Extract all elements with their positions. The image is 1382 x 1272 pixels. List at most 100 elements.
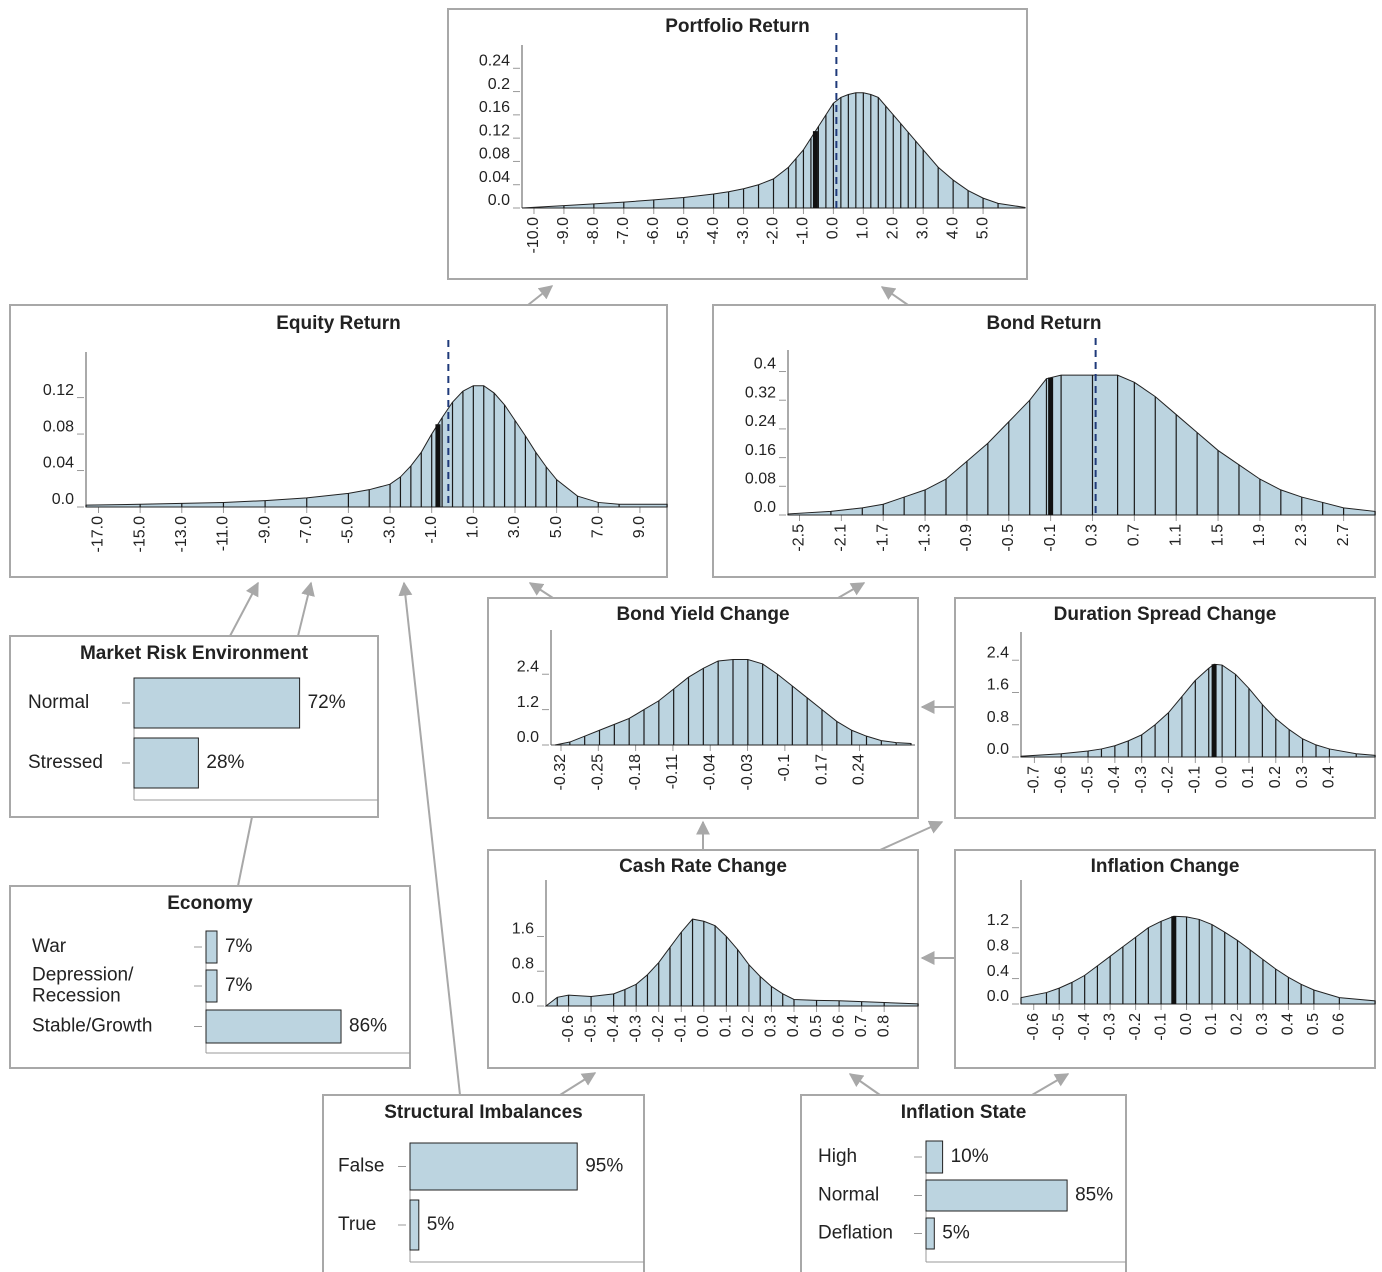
bar bbox=[133, 677, 301, 729]
category-label: Deflation bbox=[818, 1223, 893, 1244]
x-tick-label: 1.5 bbox=[1209, 524, 1226, 546]
x-tick-label: 9.0 bbox=[631, 516, 648, 538]
x-tick-label: -0.25 bbox=[590, 754, 607, 791]
bar bbox=[925, 1179, 1068, 1212]
category-label: True bbox=[338, 1214, 376, 1235]
arrow bbox=[848, 1073, 881, 1096]
bar bbox=[409, 1199, 420, 1251]
x-tick-label: 2.7 bbox=[1335, 524, 1352, 546]
y-tick-label: 2.4 bbox=[987, 644, 1009, 661]
link bbox=[237, 816, 253, 887]
x-tick-label: -0.4 bbox=[1076, 1013, 1093, 1041]
y-tick-label: 0.32 bbox=[745, 384, 776, 401]
x-tick-label: 0.3 bbox=[763, 1015, 780, 1037]
x-tick-label: -7.0 bbox=[298, 516, 315, 544]
x-tick-label: -0.32 bbox=[552, 754, 569, 791]
x-tick-label: -1.0 bbox=[423, 516, 440, 544]
density-area bbox=[521, 92, 1026, 209]
node-area: Inflation Change 0.0 0.4 0.8 1.2 -0.6 -0.5 -0.4… bbox=[954, 849, 1376, 1069]
x-tick-label: 5.0 bbox=[548, 516, 565, 538]
x-tick-label: 0.0 bbox=[1213, 766, 1230, 788]
x-tick-label: 0.2 bbox=[1229, 1013, 1246, 1035]
x-tick-label: -0.5 bbox=[582, 1015, 599, 1043]
x-tick-label: 2.0 bbox=[884, 217, 901, 239]
node-title: Equity Return bbox=[276, 313, 401, 334]
x-tick-label: -0.7 bbox=[1026, 766, 1043, 794]
node-frame bbox=[954, 597, 1376, 819]
x-tick-label: 3.0 bbox=[914, 217, 931, 239]
y-tick-label: 0.0 bbox=[512, 990, 534, 1007]
y-tick-label: 0.4 bbox=[754, 356, 776, 373]
y-tick-label: 0.4 bbox=[987, 963, 1009, 980]
x-tick-label: -1.7 bbox=[874, 524, 891, 552]
y-tick-label: 0.0 bbox=[488, 192, 510, 209]
y-tick-label: 1.2 bbox=[987, 912, 1009, 929]
x-tick-label: -0.1 bbox=[776, 754, 793, 782]
node-title: Inflation Change bbox=[1091, 856, 1240, 877]
x-tick-label: 7.0 bbox=[589, 516, 606, 538]
x-tick-label: -0.1 bbox=[1152, 1013, 1169, 1041]
arrow bbox=[880, 286, 909, 306]
y-tick-label: 0.08 bbox=[745, 471, 776, 488]
x-tick-label: 0.6 bbox=[830, 1015, 847, 1037]
y-tick-label: 0.8 bbox=[987, 937, 1009, 954]
node-area: Equity Return 0.0 0.04 0.08 0.12 -17.0 -15.0 -1… bbox=[9, 304, 668, 578]
node-frame bbox=[9, 304, 668, 578]
x-tick-label: -0.1 bbox=[1187, 766, 1204, 794]
x-tick-label: 0.1 bbox=[718, 1015, 735, 1037]
x-tick-label: -0.6 bbox=[1052, 766, 1069, 794]
value-label: 5% bbox=[427, 1214, 455, 1235]
x-tick-label: -15.0 bbox=[131, 516, 148, 553]
x-tick-label: -9.0 bbox=[555, 217, 572, 245]
node-title: Duration Spread Change bbox=[1054, 604, 1277, 625]
x-tick-label: -3.0 bbox=[735, 217, 752, 245]
x-tick-label: -2.5 bbox=[791, 524, 808, 552]
y-tick-label: 0.24 bbox=[745, 413, 776, 430]
category-label: High bbox=[818, 1146, 857, 1167]
arrow bbox=[837, 582, 866, 599]
x-tick-label: -5.0 bbox=[675, 217, 692, 245]
x-tick-label: 0.3 bbox=[1254, 1013, 1271, 1035]
node-title: Inflation State bbox=[901, 1102, 1027, 1123]
x-tick-label: 0.24 bbox=[851, 754, 868, 785]
node-frame bbox=[447, 8, 1028, 280]
value-label: 28% bbox=[206, 752, 244, 773]
node-title: Structural Imbalances bbox=[384, 1102, 583, 1123]
x-tick-label: 0.0 bbox=[695, 1015, 712, 1037]
x-tick-label: 0.3 bbox=[1084, 524, 1101, 546]
y-tick-label: 0.12 bbox=[43, 382, 74, 399]
x-tick-label: -1.0 bbox=[795, 217, 812, 245]
y-tick-label: 0.16 bbox=[479, 99, 510, 116]
x-tick-label: -17.0 bbox=[90, 516, 107, 553]
density-area bbox=[1020, 663, 1376, 758]
x-tick-label: -9.0 bbox=[256, 516, 273, 544]
x-tick-label: -0.4 bbox=[1106, 766, 1123, 794]
x-tick-label: -10.0 bbox=[525, 217, 542, 254]
arrow bbox=[528, 582, 554, 599]
x-tick-label: 1.9 bbox=[1251, 524, 1268, 546]
y-tick-label: 0.12 bbox=[479, 122, 510, 139]
node-hbar: Market Risk Environment Normal 72% Stressed… bbox=[9, 635, 379, 818]
x-tick-label: -2.0 bbox=[765, 217, 782, 245]
y-tick-label: 0.8 bbox=[987, 709, 1009, 726]
value-label: 85% bbox=[1075, 1185, 1113, 1206]
x-tick-label: -13.0 bbox=[173, 516, 190, 553]
node-title: Portfolio Return bbox=[665, 16, 810, 37]
x-tick-label: 0.4 bbox=[785, 1015, 802, 1037]
x-tick-label: 5.0 bbox=[974, 217, 991, 239]
node-title: Cash Rate Change bbox=[619, 856, 787, 877]
x-tick-label: 0.5 bbox=[808, 1015, 825, 1037]
bar bbox=[205, 930, 218, 964]
arrow bbox=[879, 820, 944, 851]
x-tick-label: 0.2 bbox=[1267, 766, 1284, 788]
x-tick-label: -7.0 bbox=[615, 217, 632, 245]
value-label: 72% bbox=[308, 692, 346, 713]
node-area: Bond Yield Change 0.0 1.2 2.4 -0.32 -0.25 -0.1… bbox=[487, 597, 919, 819]
bar bbox=[133, 737, 199, 789]
category-label: Normal bbox=[28, 692, 89, 713]
y-tick-label: 0.08 bbox=[479, 146, 510, 163]
node-area: Cash Rate Change 0.0 0.8 1.6 -0.6 -0.5 -0.4 -0.… bbox=[487, 849, 919, 1069]
y-tick-label: 0.0 bbox=[517, 729, 539, 746]
node-title: Economy bbox=[167, 893, 253, 914]
y-tick-label: 0.16 bbox=[745, 442, 776, 459]
